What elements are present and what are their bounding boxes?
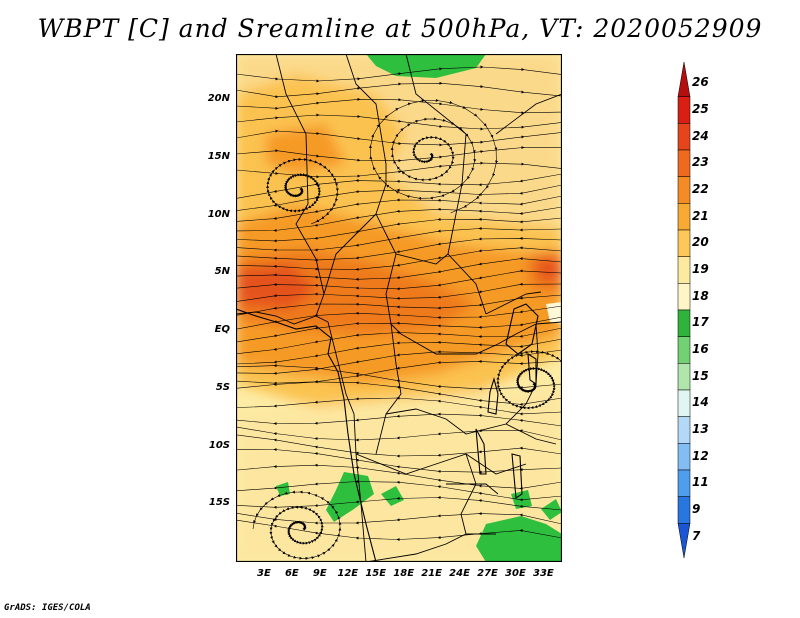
colorbar-cell bbox=[677, 123, 691, 151]
map-panel bbox=[236, 54, 562, 562]
lon-tick-label: 18E bbox=[393, 568, 415, 579]
streamlines bbox=[236, 65, 562, 560]
colorbar-cell bbox=[677, 363, 691, 391]
colorbar-label: 19 bbox=[692, 262, 709, 276]
lon-tick-label: 24E bbox=[449, 568, 470, 579]
colorbar-cell bbox=[677, 496, 691, 524]
lon-tick-label: 6E bbox=[284, 568, 299, 579]
lat-tick-label: 15N bbox=[207, 150, 230, 162]
colorbar-label: 12 bbox=[692, 448, 709, 463]
lat-tick-label: 10N bbox=[207, 208, 230, 220]
colorbar-label: 14 bbox=[692, 395, 709, 410]
lat-tick-label: 15S bbox=[208, 497, 230, 509]
lon-tick-label: 33E bbox=[532, 568, 554, 579]
lon-tick-label: 12E bbox=[337, 568, 359, 579]
colorbar-cell bbox=[677, 336, 691, 364]
colorbar-cell bbox=[677, 149, 691, 177]
colorbar-cell bbox=[677, 309, 691, 337]
map-frame bbox=[236, 54, 562, 562]
colorbar-cell bbox=[677, 203, 691, 231]
lon-tick-label: 15E bbox=[365, 568, 387, 579]
streamline bbox=[266, 157, 339, 225]
colorbar-label: 13 bbox=[692, 422, 709, 436]
lat-tick-label: 20N bbox=[207, 93, 230, 105]
colorbar-label: 20 bbox=[692, 235, 709, 250]
colorbar-label: 17 bbox=[692, 315, 709, 330]
lon-tick-label: 21E bbox=[421, 568, 442, 579]
grads-credit: GrADS: IGES/COLA bbox=[4, 603, 91, 613]
streamline bbox=[252, 490, 342, 560]
colorbar-cell bbox=[677, 61, 691, 97]
colorbar-label: 16 bbox=[692, 342, 709, 356]
colorbar-label: 7 bbox=[692, 528, 701, 543]
colorbar-label: 24 bbox=[692, 128, 709, 143]
lat-tick-label: 10S bbox=[208, 439, 230, 451]
lat-tick-label: EQ bbox=[214, 324, 230, 336]
streamline bbox=[236, 65, 562, 83]
colorbar-label: 11 bbox=[692, 475, 709, 490]
chart-title: WBPT [C] and Sreamline at 500hPa, VT: 20… bbox=[37, 14, 763, 43]
colorbar-cell bbox=[677, 229, 691, 257]
streamline bbox=[368, 98, 499, 214]
lat-tick-label: 5S bbox=[215, 381, 230, 393]
streamline bbox=[236, 294, 562, 316]
wbpt-23-region-east bbox=[536, 259, 562, 282]
colorbar-cell bbox=[677, 523, 691, 559]
streamline bbox=[236, 412, 562, 427]
colorbar-label: 26 bbox=[692, 75, 709, 90]
lon-tick-label: 30E bbox=[505, 568, 526, 579]
colorbar-label: 21 bbox=[692, 208, 709, 223]
streamline bbox=[496, 350, 562, 410]
streamline bbox=[236, 81, 562, 99]
colorbar-cell bbox=[677, 443, 691, 471]
colorbar-label: 18 bbox=[692, 288, 709, 303]
colorbar-label: 22 bbox=[692, 182, 709, 196]
lat-tick-label: 5N bbox=[214, 266, 230, 278]
colorbar-label: 9 bbox=[692, 502, 701, 516]
colorbar-cell bbox=[677, 256, 691, 284]
streamline bbox=[236, 305, 562, 330]
colorbar-cell bbox=[677, 416, 691, 444]
lon-tick-label: 27E bbox=[477, 568, 498, 579]
lon-tick-label: 9E bbox=[312, 568, 327, 579]
colorbar bbox=[677, 61, 691, 559]
colorbar-label: 15 bbox=[692, 368, 709, 383]
colorbar-cell bbox=[677, 96, 691, 124]
colorbar-cell bbox=[677, 176, 691, 204]
coastline-and-lakes bbox=[236, 303, 539, 562]
colorbar-cell bbox=[677, 389, 691, 417]
colorbar-label: 23 bbox=[692, 155, 709, 170]
colorbar-label: 25 bbox=[692, 102, 709, 116]
streamline bbox=[236, 426, 562, 442]
colorbar-cell bbox=[677, 283, 691, 311]
colorbar-cell bbox=[677, 469, 691, 497]
lon-tick-label: 3E bbox=[257, 568, 271, 579]
